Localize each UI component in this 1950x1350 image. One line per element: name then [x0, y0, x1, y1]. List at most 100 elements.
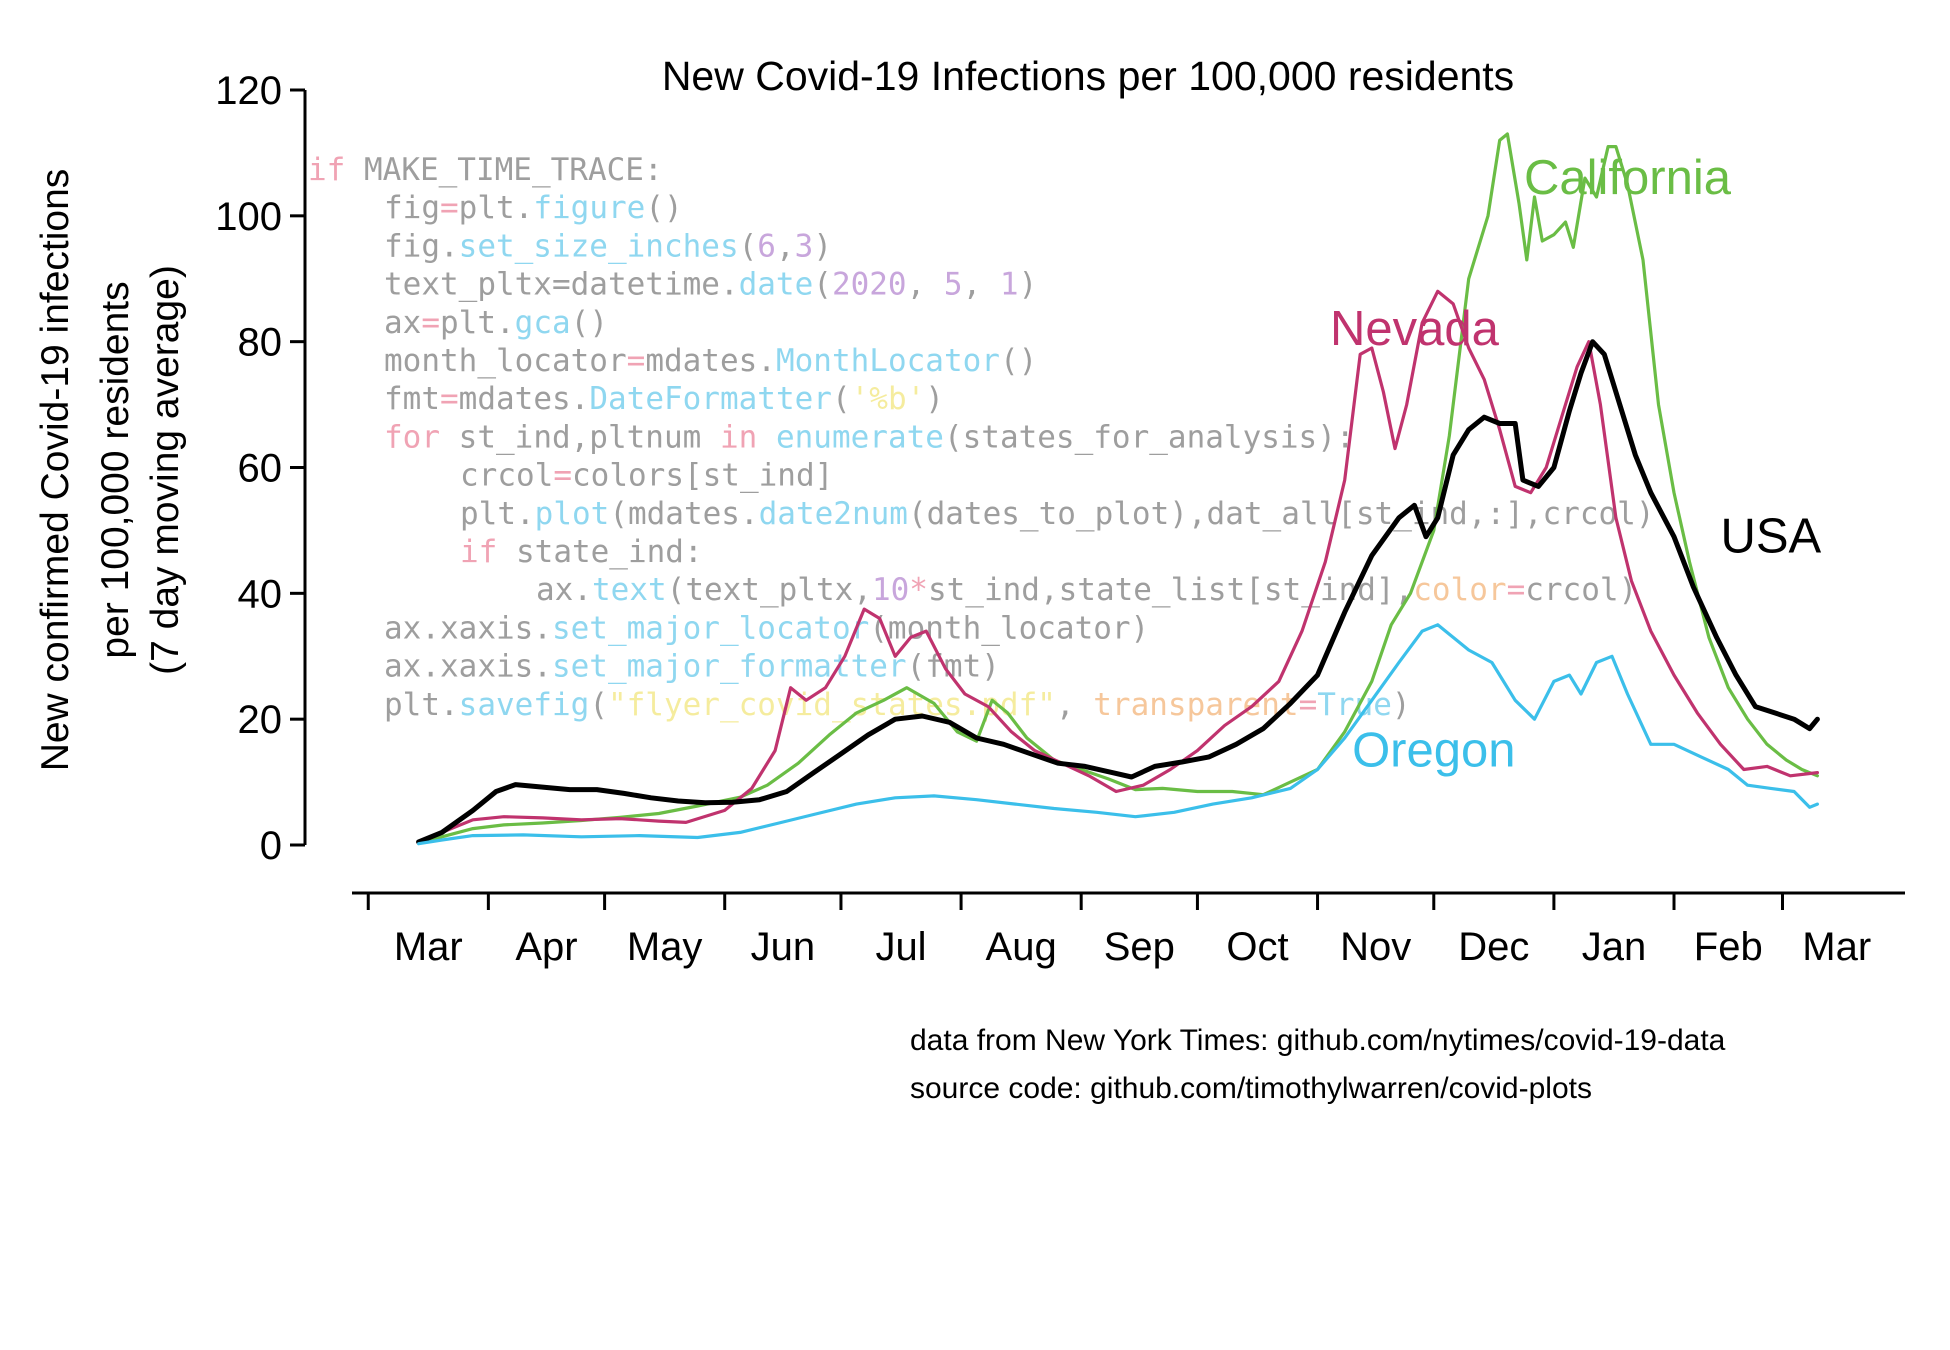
x-tick-label: Oct [1226, 925, 1288, 969]
code-token: set_major_locator [552, 610, 869, 646]
y-axis-title-line-3: (7 day moving average) [144, 265, 187, 675]
code-token: (states_for_analysis): [944, 419, 1355, 455]
chart-title: New Covid-19 Infections per 100,000 resi… [662, 53, 1514, 99]
code-token: (mdates. [609, 496, 758, 532]
code-token: 6 [757, 228, 776, 264]
y-tick-label: 40 [238, 572, 283, 616]
code-token: 5 [944, 267, 963, 303]
series-line-california [417, 132, 1820, 845]
code-token: fig [384, 190, 440, 226]
code-token: plot [535, 496, 610, 532]
code-token: crcol) [1525, 572, 1637, 608]
code-token: ) [1019, 267, 1038, 303]
code-token: ( [813, 267, 832, 303]
code-token: ) [813, 228, 832, 264]
code-token: DateFormatter [589, 381, 832, 417]
series-label-oregon: Oregon [1352, 724, 1515, 778]
code-token: mdates. [645, 343, 776, 379]
x-tick-label: Sep [1104, 925, 1175, 969]
code-line: ax.xaxis.set_major_formatter(fmt) [384, 649, 1000, 685]
y-axis-title-line-2: per 100,000 residents [94, 281, 137, 658]
code-token: st_ind,state_list[st_ind], [928, 572, 1413, 608]
code-token: (text_pltx, [667, 572, 872, 608]
code-line: text_pltx=datetime.date(2020, 5, 1) [384, 267, 1037, 303]
data-source-note: data from New York Times: github.com/nyt… [910, 1024, 1726, 1057]
y-axis-title-line-1: New confirmed Covid-19 infections [34, 169, 77, 772]
x-tick-label: Feb [1694, 925, 1763, 969]
code-token: (month_locator) [869, 610, 1149, 646]
code-token: if [460, 534, 497, 570]
series-line-oregon [417, 623, 1820, 846]
x-tick-label: Jan [1582, 925, 1647, 969]
code-token: mdates. [459, 381, 590, 417]
y-tick-label: 20 [238, 698, 283, 742]
code-token: "flyer_covid_states.pdf" [608, 687, 1056, 723]
code-token: date2num [759, 496, 908, 532]
series-label-usa: USA [1720, 510, 1821, 564]
code-token: ( [832, 381, 851, 417]
code-token: 2020 [832, 267, 907, 303]
y-axis: 0 20 40 60 80 100 120 [215, 69, 307, 868]
code-line: month_locator=mdates.MonthLocator() [384, 343, 1037, 379]
code-token: , [907, 267, 944, 303]
series-labels: California Nevada USA Oregon [1330, 151, 1822, 778]
code-token: () [645, 190, 682, 226]
code-token: , [1056, 687, 1093, 723]
code-line: fmt=mdates.DateFormatter('%b') [384, 381, 944, 417]
code-token: savefig [459, 687, 590, 723]
code-token: () [571, 305, 608, 341]
code-token: fmt [384, 381, 440, 417]
code-token: = [421, 305, 440, 341]
x-tick-label: Jun [751, 925, 816, 969]
y-tick-label: 80 [238, 321, 283, 365]
code-token: 1 [1000, 267, 1019, 303]
code-line: fig=plt.figure() [384, 190, 683, 226]
code-token: = [440, 190, 459, 226]
series-line-usa [416, 339, 1820, 845]
code-token: = [440, 381, 459, 417]
x-axis: Mar Apr May Jun Jul Aug Sep Oct Nov Dec Jan Feb Mar [352, 891, 1905, 969]
code-token: (dates_to_plot),dat_all[st_ind,:],crcol) [908, 496, 1655, 532]
code-token: if [308, 152, 345, 188]
code-token: 10 [872, 572, 909, 608]
code-line: for st_ind,pltnum in enumerate(states_fo… [384, 419, 1355, 455]
code-token: plt. [459, 190, 534, 226]
code-token: '%b' [851, 381, 926, 417]
code-token: month_locator [384, 343, 627, 379]
x-tick-label: Apr [515, 925, 577, 969]
code-token: plt. [384, 687, 459, 723]
code-token: text_pltx=datetime. [384, 267, 739, 303]
source-code-note: source code: github.com/timothylwarren/c… [910, 1072, 1592, 1105]
x-tick-label: May [627, 925, 703, 969]
code-token [757, 419, 776, 455]
x-tick-label: Aug [986, 925, 1057, 969]
code-token: = [553, 458, 572, 494]
y-axis-title: New confirmed Covid-19 infections per 10… [34, 169, 187, 772]
code-token: gca [515, 305, 571, 341]
code-line: plt.plot(mdates.date2num(dates_to_plot),… [460, 496, 1654, 532]
code-token: ( [739, 228, 758, 264]
x-tick-label: Mar [1802, 925, 1871, 969]
x-tick-label: Dec [1458, 925, 1529, 969]
code-token: True [1317, 687, 1392, 723]
code-token: ax. [536, 572, 592, 608]
code-line: plt.savefig("flyer_covid_states.pdf", tr… [384, 687, 1411, 723]
code-overlay: if MAKE_TIME_TRACE:fig=plt.figure()fig.s… [308, 152, 1654, 723]
code-token: , [963, 267, 1000, 303]
code-token: enumerate [776, 419, 944, 455]
code-token: ) [925, 381, 944, 417]
code-token: = [1299, 687, 1318, 723]
code-token: set_size_inches [459, 228, 739, 264]
code-token: = [627, 343, 646, 379]
code-token: ax [384, 305, 421, 341]
code-token: crcol [460, 458, 553, 494]
code-line: fig.set_size_inches(6,3) [384, 228, 832, 264]
series-label-nevada: Nevada [1330, 302, 1500, 356]
series-lines [416, 132, 1820, 846]
code-token: fig. [384, 228, 459, 264]
code-token: st_ind,pltnum [440, 419, 720, 455]
y-tick-label: 60 [238, 447, 283, 491]
code-token: MonthLocator [776, 343, 1000, 379]
code-token: ) [1392, 687, 1411, 723]
